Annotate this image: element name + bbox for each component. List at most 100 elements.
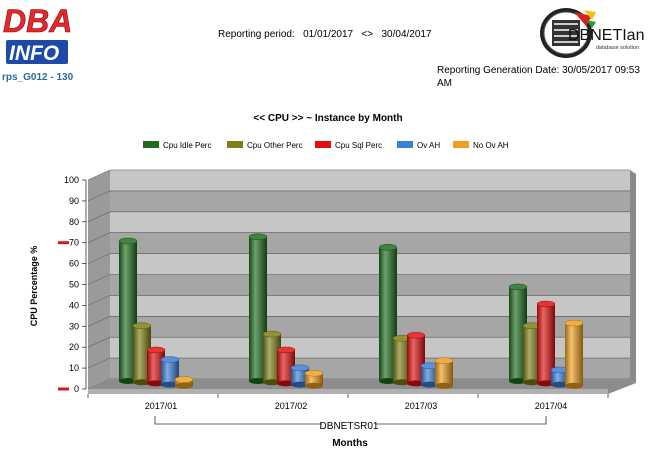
bar-body	[133, 325, 151, 383]
gridline-side	[87, 169, 111, 181]
bar	[406, 332, 426, 387]
bar-body	[249, 236, 267, 381]
bar-top	[434, 357, 454, 364]
bar	[160, 356, 180, 388]
y-tick-label: 90	[69, 196, 79, 206]
legend-label: No Ov AH	[473, 141, 509, 150]
legend-label: Ov AH	[417, 141, 440, 150]
y-axis-label: CPU Percentage %	[29, 246, 39, 327]
bar-base	[537, 380, 555, 387]
chart-legend: Cpu Idle Perc Cpu Other Perc Cpu Sql Perc O…	[143, 141, 509, 150]
bar-body	[435, 360, 453, 386]
bar-top	[378, 243, 398, 251]
y-tick-label: 50	[69, 280, 79, 290]
bar-top	[536, 300, 556, 308]
bar-body	[161, 359, 179, 385]
bar-base	[133, 379, 151, 386]
bar-top	[248, 233, 268, 241]
bar-top	[508, 283, 528, 291]
x-tick-label: 2017/02	[275, 401, 308, 411]
bar	[550, 366, 570, 388]
generation-date: 30/05/2017 09:53	[562, 65, 640, 76]
bar-base	[551, 381, 569, 388]
bar	[536, 300, 556, 387]
generation-label: Reporting Generation Date:	[437, 65, 560, 76]
bar-body	[119, 240, 137, 381]
bar	[378, 243, 398, 384]
bar-top	[290, 364, 310, 372]
bar	[420, 362, 440, 388]
chart-title: << CPU >> ~ Instance by Month	[253, 113, 402, 124]
gridline-side	[87, 190, 111, 202]
bar-body	[147, 349, 165, 384]
legend-label: Cpu Sql Perc	[335, 141, 382, 150]
x-tick-label: 2017/03	[405, 401, 438, 411]
bar-base	[393, 379, 411, 386]
dba-info-logo: DBA INFO	[3, 3, 72, 65]
bar-base	[277, 380, 295, 387]
logo-dba-text: DBA	[3, 3, 72, 39]
bar	[290, 364, 310, 388]
gridline-side	[87, 253, 111, 264]
bar-body	[277, 349, 295, 384]
bar	[248, 233, 268, 384]
bar-base	[509, 378, 527, 384]
bar-base	[421, 381, 439, 388]
bar	[118, 237, 138, 384]
bar-body	[379, 247, 397, 381]
logo-dbnetian-sub: database solution	[596, 45, 639, 51]
gridline-side	[87, 295, 111, 306]
gridline-side	[87, 336, 111, 348]
dbnetian-logo: DBNETIan database solution	[540, 8, 644, 58]
bar-base	[249, 378, 267, 384]
legend-swatch	[315, 141, 331, 148]
legend-label: Cpu Other Perc	[247, 141, 303, 150]
reporting-period: Reporting period: 01/01/2017 <> 30/04/20…	[218, 29, 432, 40]
legend-label: Cpu Idle Perc	[163, 141, 211, 150]
period-label: Reporting period:	[218, 29, 295, 40]
period-to: 30/04/2017	[381, 29, 432, 40]
bar	[434, 357, 454, 389]
wall-band	[110, 170, 630, 191]
bar-body	[565, 323, 583, 386]
instance-bracket-left	[154, 416, 322, 425]
period-from: 01/01/2017	[303, 29, 354, 40]
x-tick-label: 2017/01	[145, 401, 178, 411]
bar-base	[435, 382, 453, 389]
wall-band	[110, 337, 630, 359]
threshold-marker	[58, 241, 69, 245]
legend-swatch	[227, 141, 243, 148]
bar-top	[304, 370, 324, 377]
wall-band	[110, 295, 630, 317]
bar-base	[291, 381, 309, 388]
generation-date-block: Reporting Generation Date: 30/05/2017 09…	[437, 64, 652, 90]
bar-base	[161, 381, 179, 388]
bar-body	[263, 334, 281, 383]
bar-body	[509, 286, 527, 381]
wall-band	[110, 316, 630, 338]
logo-info-text: INFO	[9, 42, 59, 65]
bar-base	[263, 379, 281, 386]
gridline-side	[87, 316, 111, 327]
bar-top	[132, 322, 152, 330]
bar-top	[276, 346, 296, 354]
bar-body	[407, 335, 425, 384]
bar-body	[305, 373, 323, 386]
bar-body	[537, 303, 555, 384]
bar-base	[147, 380, 165, 387]
y-tick-label: 0	[74, 384, 79, 394]
gridline-side	[87, 211, 111, 223]
bar	[522, 322, 542, 386]
gridline-side	[87, 232, 111, 243]
bar-body	[523, 325, 541, 383]
bar-base	[379, 378, 397, 384]
y-tick-label: 40	[69, 300, 79, 310]
bar	[146, 346, 166, 387]
bar	[304, 370, 324, 389]
generation-suffix: AM	[437, 78, 452, 89]
bar-base	[523, 379, 541, 386]
bar	[174, 376, 194, 389]
gridline-side	[87, 357, 111, 369]
report-id: rps_G012 - 130	[2, 72, 74, 83]
